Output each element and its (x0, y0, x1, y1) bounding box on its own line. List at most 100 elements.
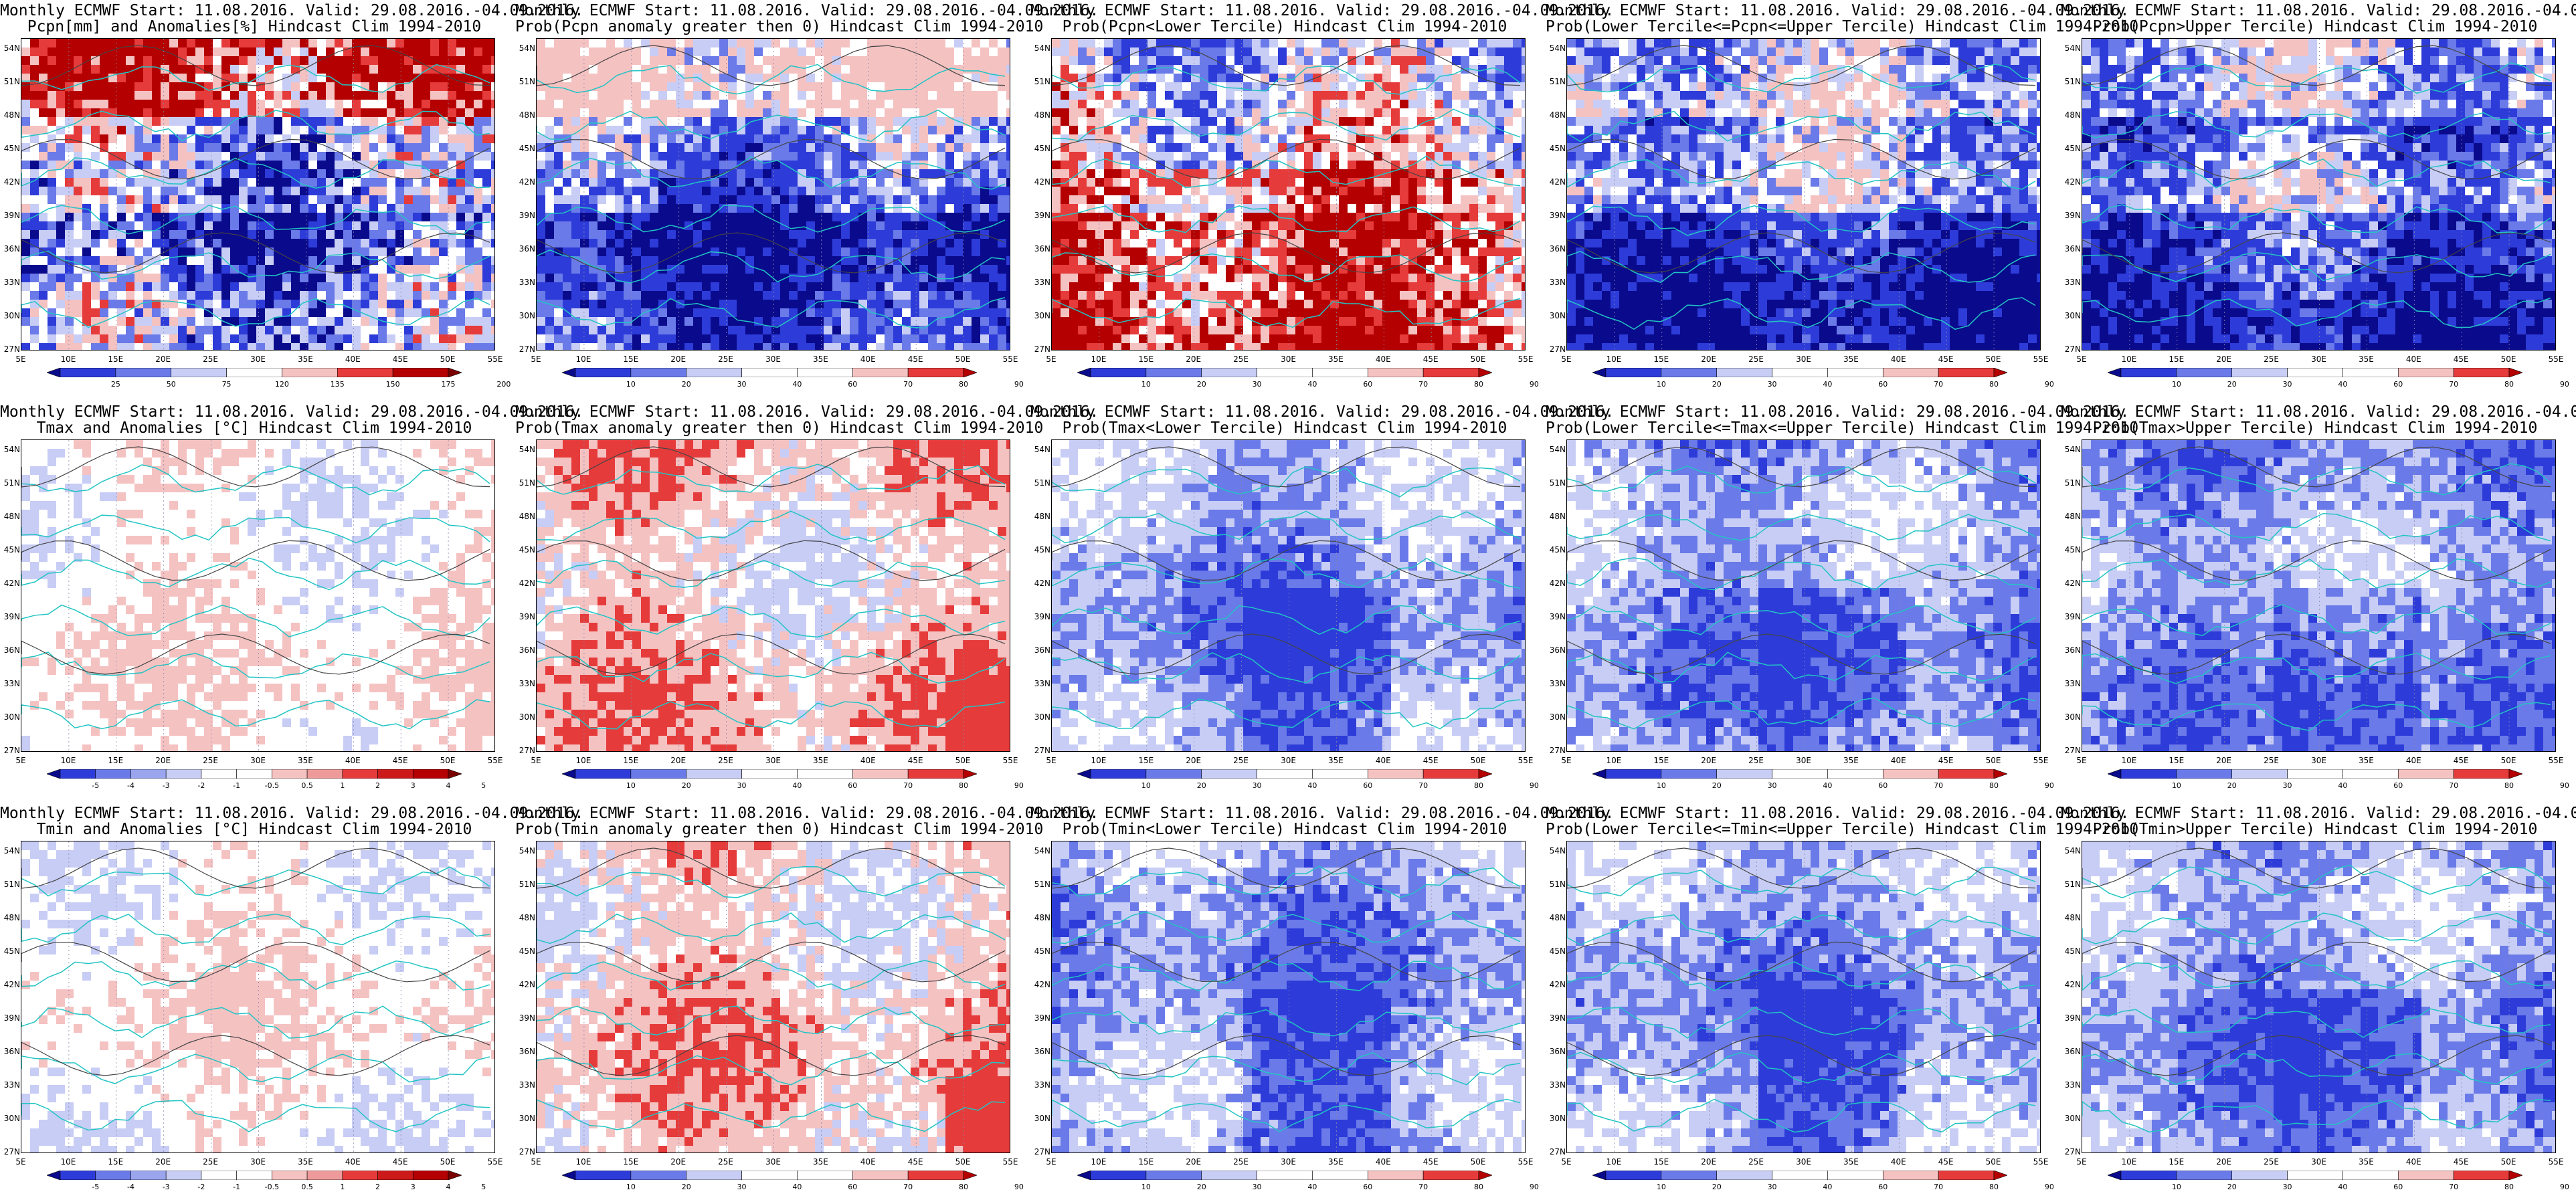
lat-tick-label: 42N (1547, 980, 1566, 989)
lat-tick-label: 39N (1547, 211, 1566, 220)
lon-tick-label: 35E (2356, 1157, 2376, 1167)
lat-tick-label: 48N (1547, 512, 1566, 521)
contour-line (537, 847, 1006, 889)
contour-line (21, 1035, 490, 1076)
lat-tick-label: 48N (1547, 913, 1566, 922)
contour-line (1567, 446, 2036, 488)
lon-tick-label: 40E (858, 756, 878, 765)
lon-tick-label: 40E (1888, 1157, 1908, 1167)
coastline (1052, 1009, 1521, 1037)
lon-tick-label: 50E (953, 756, 973, 765)
lat-tick-label: 36N (1, 244, 20, 254)
colorbar-tick-label: 70 (2444, 380, 2464, 389)
lat-tick-label: 45N (1, 144, 20, 153)
colorbar (47, 769, 462, 779)
contour-line (1052, 941, 1521, 983)
colorbar-tick-label: 25 (106, 380, 126, 389)
coastline (2082, 558, 2551, 589)
lat-tick-label: 54N (2062, 846, 2081, 856)
lon-tick-label: 10E (58, 1157, 78, 1167)
lon-tick-label: 15E (2167, 1157, 2187, 1167)
colorbar-tick-label: 30 (1247, 1183, 1267, 1191)
colorbar-tick-label: 3 (403, 781, 423, 790)
lon-tick-label: 45E (905, 756, 925, 765)
panel-header: Monthly ECMWF Start: 11.08.2016. Valid: … (0, 3, 583, 19)
coastline (1567, 867, 2036, 897)
colorbar-tick-label: 70 (1928, 1183, 1948, 1191)
colorbar-tick-label: 40 (1817, 781, 1837, 790)
coastline (537, 156, 1006, 190)
coastline (21, 1005, 490, 1039)
coastline (1052, 108, 1521, 141)
contour-line (2082, 847, 2551, 889)
coastline (1052, 66, 1521, 95)
lat-tick-label: 33N (1, 278, 20, 287)
forecast-map (1566, 38, 2041, 350)
coastline (1567, 557, 2036, 591)
coastline (537, 249, 1006, 284)
coastline (1052, 866, 1521, 898)
panel-subtitle: Prob(Pcpn>Upper Tercile) Hindcast Clim 1… (2061, 19, 2569, 35)
colorbar-tick-label: 90 (2039, 781, 2059, 790)
coastline (2082, 1098, 2551, 1133)
lat-tick-label: 42N (1547, 579, 1566, 588)
lon-tick-label: 50E (953, 355, 973, 364)
lat-tick-label: 42N (1, 980, 20, 989)
colorbar-tick-label: 10 (621, 380, 641, 389)
lon-tick-label: 50E (1983, 355, 2003, 364)
colorbar-tick-label: -0.5 (262, 781, 282, 790)
lat-tick-label: 51N (517, 77, 535, 86)
lon-tick-label: 30E (2309, 1157, 2329, 1167)
lon-tick-label: 25E (716, 355, 736, 364)
contour-line (537, 45, 1006, 86)
lon-tick-label: 45E (390, 756, 410, 765)
lon-tick-label: 20E (1699, 355, 1719, 364)
lon-tick-label: 30E (1279, 355, 1299, 364)
colorbar-tick-label: 40 (2332, 380, 2353, 389)
lat-tick-label: 30N (517, 1114, 535, 1123)
lon-tick-label: 45E (1420, 756, 1441, 765)
lon-tick-label: 5E (2072, 1157, 2092, 1167)
colorbar-tick-label: 150 (383, 380, 403, 389)
panel-subtitle: Prob(Tmax>Upper Tercile) Hindcast Clim 1… (2061, 420, 2569, 437)
colorbar-tick-label: 10 (621, 1183, 641, 1191)
lon-tick-label: 35E (1325, 355, 1346, 364)
lat-tick-label: 39N (1547, 612, 1566, 621)
colorbar-tick-label: 10 (1651, 1183, 1671, 1191)
lon-tick-label: 35E (295, 756, 315, 765)
lon-tick-label: 45E (905, 355, 925, 364)
colorbar (1592, 769, 2007, 779)
lon-tick-label: 25E (2262, 355, 2282, 364)
colorbar-tick-label: -4 (120, 1183, 141, 1191)
lat-tick-label: 48N (1032, 512, 1050, 521)
colorbar-tick-label: 20 (676, 1183, 697, 1191)
lon-tick-label: 30E (1794, 756, 1814, 765)
coastline (21, 604, 490, 637)
colorbar-tick-label: 30 (1247, 781, 1267, 790)
colorbar-tick-label: 90 (1009, 380, 1029, 389)
contour-line (1567, 1035, 2036, 1076)
coastline (1567, 297, 2036, 330)
coastline (1052, 605, 1521, 635)
lon-tick-label: 30E (248, 1157, 268, 1167)
panel-header: Monthly ECMWF Start: 11.08.2016. Valid: … (1030, 404, 1614, 421)
lat-tick-label: 36N (1547, 244, 1566, 254)
coastline (21, 157, 490, 189)
map-panel-pcpn-prob-upper: Monthly ECMWF Start: 11.08.2016. Valid: … (2061, 0, 2576, 401)
colorbar-tick-label: -1 (227, 1183, 247, 1191)
lat-tick-label: 27N (2062, 1147, 2081, 1157)
coastline (537, 651, 1006, 684)
lon-tick-label: 35E (2356, 355, 2376, 364)
lat-tick-label: 33N (517, 1080, 535, 1090)
colorbar-tick-label: 60 (842, 380, 862, 389)
lon-tick-label: 40E (858, 355, 878, 364)
lon-tick-label: 25E (1746, 756, 1766, 765)
panel-header: Monthly ECMWF Start: 11.08.2016. Valid: … (1030, 805, 1614, 822)
colorbar-tick-label: 70 (2444, 1183, 2464, 1191)
contour-line (2082, 540, 2551, 581)
lon-tick-label: 50E (1468, 756, 1488, 765)
forecast-map (21, 841, 495, 1153)
forecast-map (536, 841, 1010, 1153)
lat-tick-label: 45N (1, 545, 20, 555)
colorbar-tick-label: 5 (474, 1183, 494, 1191)
